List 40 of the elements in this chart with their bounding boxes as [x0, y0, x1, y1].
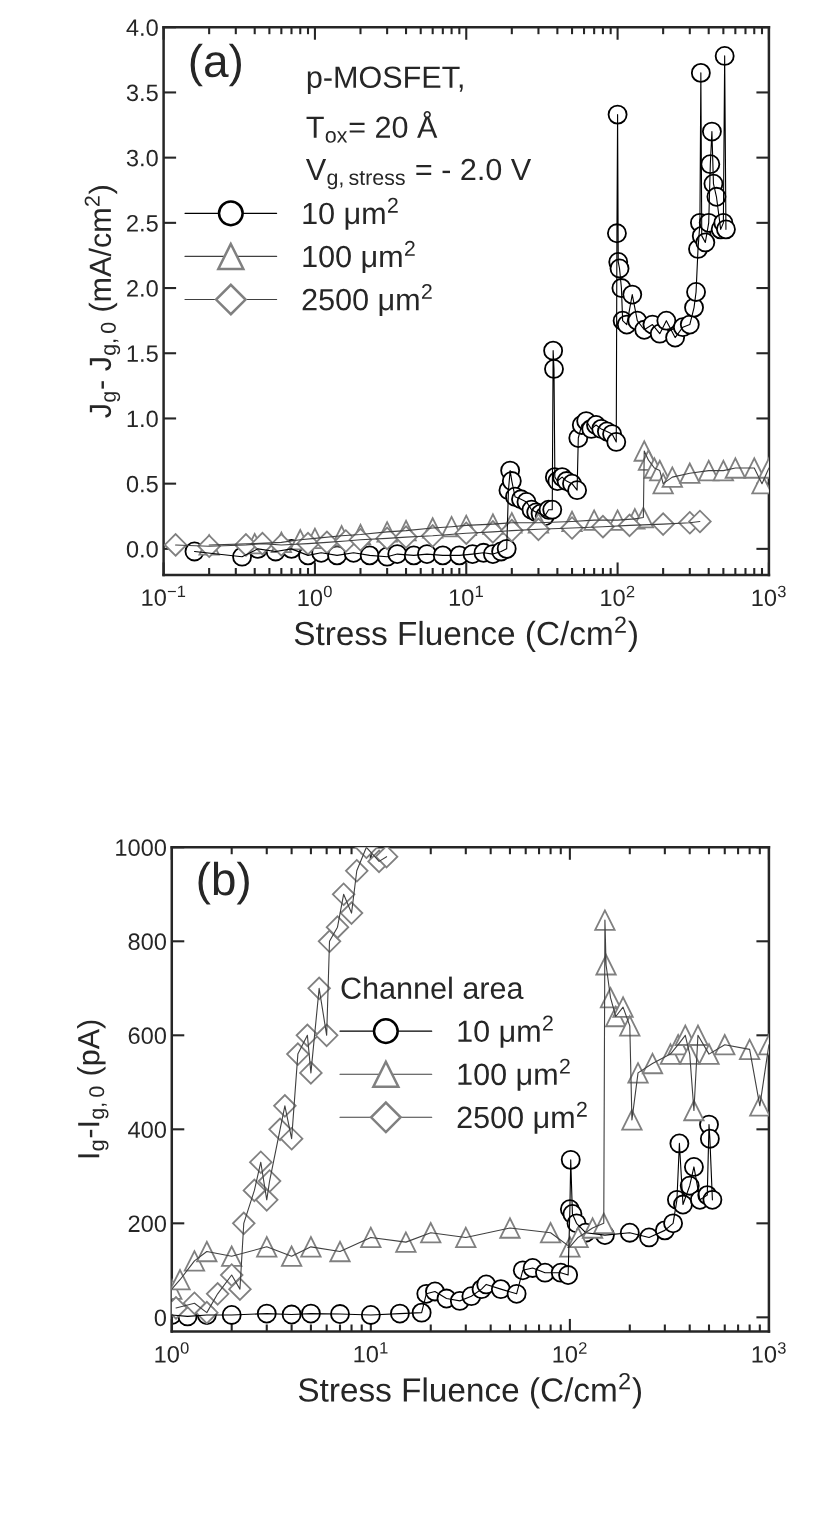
legend-title: Channel area — [341, 976, 524, 1000]
annotation: V$_{g,stress}$ = - 2.0 V — [305, 158, 532, 190]
x-tick-label: 10$^{2}$ — [553, 1342, 587, 1363]
legend-label: 2500 μm$^{2}$ — [457, 1101, 587, 1134]
annotation: (a) — [190, 43, 241, 87]
y-tick-label: 0.5 — [126, 475, 158, 493]
x-tick-label: 10$^{3}$ — [752, 1342, 786, 1363]
y-tick-label: 400 — [128, 1121, 166, 1139]
x-tick-label: 10$^{−1}$ — [142, 585, 186, 606]
legend-label: 100 μm$^{2}$ — [303, 240, 415, 273]
legend-label: 10 μm$^{2}$ — [303, 197, 398, 230]
y-tick-label: 1000 — [116, 839, 166, 857]
x-tick-label: 10$^{0}$ — [298, 585, 332, 607]
y-tick-label: 800 — [128, 933, 166, 951]
legend-label: 100 μm$^{2}$ — [458, 1058, 570, 1091]
y-tick-label: 2.5 — [127, 214, 158, 232]
y-axis-title: J$_{g}$- J$_{g,0}$ (mA/cm$^{2}$) — [84, 186, 121, 418]
x-tick-label: 10$^{1}$ — [449, 585, 483, 606]
y-tick-label: 0 — [154, 1309, 166, 1327]
y-tick-label: 600 — [128, 1027, 166, 1045]
y-tick-label: 200 — [128, 1215, 166, 1233]
annotation: T$_{ox}$= 20 Å — [306, 110, 438, 143]
annotation: (b) — [198, 861, 249, 905]
y-tick-label: 3.0 — [126, 149, 158, 167]
legend-label: 10 μm$^{2}$ — [458, 1015, 553, 1048]
y-tick-label: 1.0 — [127, 410, 158, 428]
y-tick-label: 2.0 — [127, 280, 158, 297]
x-tick-label: 10$^{1}$ — [354, 1342, 388, 1363]
annotation: p-MOSFET, — [307, 66, 463, 95]
y-axis-title: I$_{g}$-I$_{g,0}$ (pA) — [77, 1020, 109, 1158]
y-tick-label: 1.5 — [127, 345, 158, 363]
x-axis-title: Stress Fluence (C/cm$^{2}$) — [298, 1372, 641, 1409]
x-tick-label: 10$^{3}$ — [752, 585, 786, 607]
y-tick-label: 4.0 — [126, 19, 158, 37]
legend-label: 2500 μm$^{2}$ — [302, 283, 432, 317]
x-tick-label: 10$^{2}$ — [601, 585, 635, 607]
x-tick-label: 10$^{0}$ — [155, 1342, 189, 1363]
y-tick-label: 0.0 — [126, 540, 158, 558]
x-axis-title: Stress Fluence (C/cm$^{2}$) — [294, 616, 637, 652]
y-tick-label: 3.5 — [126, 84, 158, 102]
